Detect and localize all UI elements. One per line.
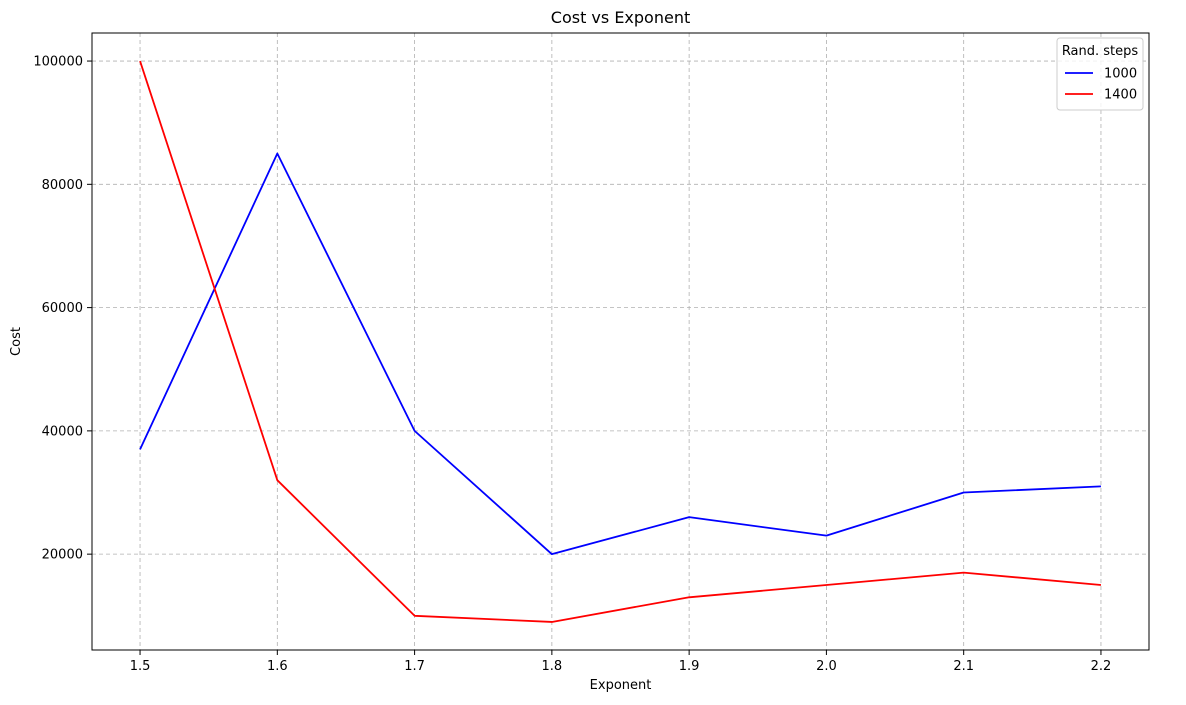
- legend-title: Rand. steps: [1062, 44, 1139, 59]
- x-tick-label: 2.0: [816, 659, 837, 674]
- x-axis-label: Exponent: [590, 678, 652, 693]
- x-tick-label: 1.6: [267, 659, 288, 674]
- y-tick-label: 60000: [42, 301, 83, 316]
- x-tick-label: 1.7: [404, 659, 425, 674]
- y-tick-label: 40000: [42, 424, 83, 439]
- x-tick-label: 1.8: [542, 659, 563, 674]
- x-tick-label: 1.5: [130, 659, 151, 674]
- legend-label-1000: 1000: [1104, 67, 1137, 82]
- x-tick-label: 1.9: [679, 659, 700, 674]
- x-tick-label: 2.2: [1091, 659, 1112, 674]
- y-tick-label: 20000: [42, 548, 83, 563]
- y-tick-label: 80000: [42, 178, 83, 193]
- legend-label-1400: 1400: [1104, 88, 1137, 103]
- legend: Rand. steps 1000 1400: [1057, 38, 1143, 110]
- y-axis-label: Cost: [9, 327, 24, 356]
- chart-title: Cost vs Exponent: [551, 8, 690, 27]
- x-tick-label: 2.1: [953, 659, 974, 674]
- y-tick-label: 100000: [33, 55, 83, 70]
